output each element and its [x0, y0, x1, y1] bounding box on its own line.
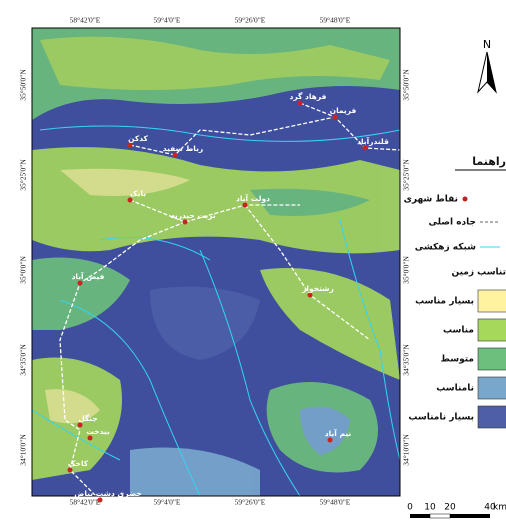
north-label: N: [483, 38, 491, 51]
legend-swatch: [477, 376, 506, 400]
map-body: [32, 28, 400, 496]
lat-label-right: 35°50'0"N: [402, 69, 411, 101]
city-point: [242, 202, 248, 208]
city-label: جنگل: [78, 414, 98, 423]
city-label: قلندرآباد: [357, 136, 389, 146]
city-point: [172, 152, 178, 158]
lat-label-right: 35°25'0"N: [402, 159, 411, 191]
city-label: رباط سفید: [163, 144, 204, 153]
lon-label-bottom: 59°48'0"E: [320, 498, 351, 507]
legend-class-label: نامناسب: [436, 384, 474, 394]
lat-label-left: 34°35'0"N: [19, 344, 28, 376]
lat-label-right: 34°35'0"N: [402, 344, 411, 376]
city-label: کاخک: [68, 459, 89, 468]
legend-swatch: [477, 347, 506, 371]
drainage-network: [32, 125, 400, 496]
legend-symbols: [410, 51, 506, 519]
scale-label: 0: [407, 503, 413, 513]
scale-label: km: [493, 503, 506, 513]
city-label: نیم آباد: [325, 428, 352, 438]
city-point: [67, 467, 73, 473]
city-point: [297, 100, 303, 106]
lat-label-left: 35°50'0"N: [19, 69, 28, 101]
city-label: رشتخوار: [301, 284, 334, 293]
legend-class-label: بسیار مناسب: [415, 297, 474, 307]
city-point: [127, 142, 133, 148]
legend-class-label: متوسط: [441, 355, 474, 365]
city-point: [97, 497, 103, 503]
city-point: [182, 219, 188, 225]
lon-label-top: 58°42'0"E: [70, 16, 101, 25]
lon-label-top: 59°48'0"E: [320, 16, 351, 25]
city-label: فریمان: [330, 106, 357, 115]
legend-swatch: [477, 289, 506, 313]
suitability-zones: [32, 28, 400, 496]
legend-road: جاده اصلی: [429, 218, 477, 228]
lat-label-left: 35°0'0"N: [19, 256, 28, 284]
city-point: [327, 437, 333, 443]
city-label: فرهاد گرد: [290, 92, 327, 101]
city-point: [307, 292, 313, 298]
scale-label: 40: [484, 503, 496, 513]
main-roads: [59, 102, 400, 496]
city-label: بایک: [130, 189, 146, 198]
city-label: خضری دشت بیاض: [74, 489, 142, 498]
scale-label: 10: [424, 503, 436, 513]
map-frame: [31, 27, 401, 497]
legend-swatch: [477, 318, 506, 342]
legend-drainage: شبکه زهکشی: [415, 243, 476, 253]
legend-class-label: بسیار نامناسب: [408, 413, 474, 423]
city-label: تربت حیدریه: [170, 211, 216, 220]
legend-title: راهنما: [472, 155, 506, 168]
lon-label-bottom: 59°26'0"E: [235, 498, 266, 507]
lat-label-left: 34°10'0"N: [19, 434, 28, 466]
legend-class-label: مناسب: [443, 326, 474, 336]
lon-label-top: 59°26'0"E: [235, 16, 266, 25]
city-label: کدکن: [128, 134, 148, 143]
lon-label-bottom: 59°4'0"E: [154, 498, 181, 507]
city-label: بیدخت: [86, 427, 110, 436]
lat-label-right: 35°0'0"N: [402, 256, 411, 284]
legend-swatch: [477, 405, 506, 429]
city-point: [362, 145, 368, 151]
legend-city: نقاط شهری: [404, 195, 458, 205]
city-point: [87, 435, 93, 441]
city-point: [77, 422, 83, 428]
city-label: فیض آباد: [72, 271, 105, 281]
lon-label-top: 59°4'0"E: [154, 16, 181, 25]
lat-label-left: 35°25'0"N: [19, 159, 28, 191]
city-point: [332, 114, 338, 120]
city-label: دولت آباد: [236, 193, 270, 203]
scale-bar: [410, 514, 430, 518]
legend-suitability-title: تناسب زمین: [452, 268, 506, 278]
lon-label-bottom: 58°42'0"E: [70, 498, 101, 507]
city-point: [127, 197, 133, 203]
scale-label: 20: [444, 503, 456, 513]
lat-label-right: 34°10'0"N: [402, 434, 411, 466]
city-point: [77, 280, 83, 286]
